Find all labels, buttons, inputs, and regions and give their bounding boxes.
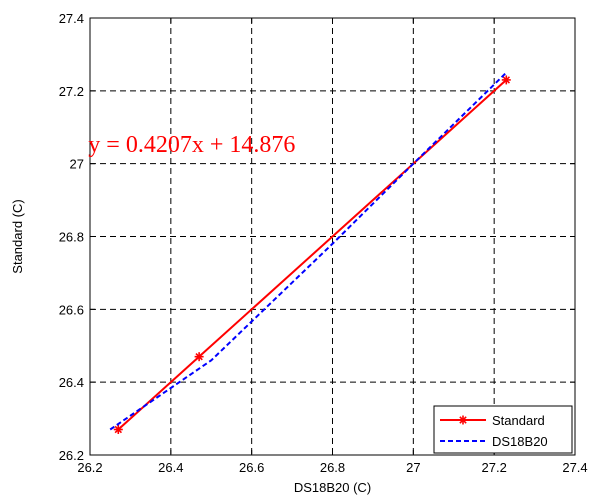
y-tick-label: 26.8 xyxy=(59,230,84,245)
data-point xyxy=(501,75,511,85)
y-tick-label: 26.6 xyxy=(59,302,84,317)
marker-stroke xyxy=(502,76,511,84)
y-tick-label: 27 xyxy=(70,157,84,172)
legend-items: Standard DS18B20 xyxy=(440,413,548,449)
x-tick-label: 27.4 xyxy=(562,460,587,475)
regression-annotation: y = 0.4207x + 14.876 xyxy=(88,132,295,158)
series-layer xyxy=(109,71,511,435)
data-point xyxy=(194,352,204,362)
y-tick-label: 26.4 xyxy=(59,375,84,390)
x-tick-label: 26.2 xyxy=(77,460,102,475)
x-tick-label: 27.2 xyxy=(482,460,507,475)
marker-stroke xyxy=(114,425,123,434)
legend-box xyxy=(433,405,573,454)
legend-label-ds18b20: DS18B20 xyxy=(492,434,548,449)
ticks: 26.2 26.4 26.6 26.8 27 27.2 27.4 26.2 26.4 26.6 26… xyxy=(59,11,588,475)
y-tick-label: 27.4 xyxy=(59,11,84,26)
y-axis-label: Standard (C) xyxy=(10,199,25,273)
y-tick-label: 27.2 xyxy=(59,84,84,99)
x-axis-label: DS18B20 (C) xyxy=(294,480,371,495)
x-tick-label: 27 xyxy=(406,460,420,475)
y-tick-label: 26.2 xyxy=(59,448,84,463)
x-tick-label: 26.4 xyxy=(158,460,183,475)
legend-marker xyxy=(458,415,468,425)
series-line-ds18b20 xyxy=(109,71,507,431)
legend: Standard DS18B20 xyxy=(433,405,573,454)
marker-stroke xyxy=(195,352,203,361)
x-tick-label: 26.6 xyxy=(239,460,264,475)
data-point xyxy=(113,425,123,435)
x-tick-label: 26.8 xyxy=(320,460,345,475)
marker-stroke xyxy=(459,416,467,424)
legend-label-standard: Standard xyxy=(492,413,545,428)
